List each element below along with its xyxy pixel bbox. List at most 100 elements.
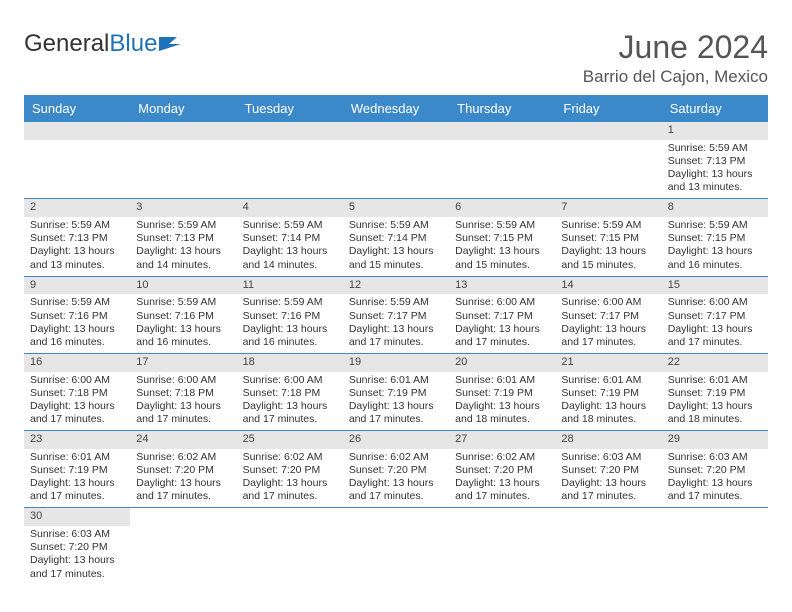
daylight-text: Daylight: 13 hours and 13 minutes. [30,245,124,271]
title-area: June 2024 Barrio del Cajon, Mexico [583,30,768,87]
daylight-text: Daylight: 13 hours and 17 minutes. [136,477,230,503]
day-header-wed: Wednesday [343,95,449,122]
day-number: 5 [343,199,449,217]
calendar: Sunday Monday Tuesday Wednesday Thursday… [24,95,768,585]
day-number: 18 [237,354,343,372]
sunset-text: Sunset: 7:19 PM [561,387,655,400]
sunset-text: Sunset: 7:13 PM [668,155,762,168]
day-number: 23 [24,431,130,449]
sunrise-text: Sunrise: 6:02 AM [455,451,549,464]
sunrise-text: Sunrise: 5:59 AM [30,219,124,232]
daylight-text: Daylight: 13 hours and 14 minutes. [243,245,337,271]
day-number: 29 [662,431,768,449]
sunrise-text: Sunrise: 6:01 AM [561,374,655,387]
calendar-cell: 8Sunrise: 5:59 AMSunset: 7:15 PMDaylight… [662,199,768,276]
calendar-week: 9Sunrise: 5:59 AMSunset: 7:16 PMDaylight… [24,277,768,354]
sunrise-text: Sunrise: 5:59 AM [243,219,337,232]
month-title: June 2024 [583,30,768,65]
daylight-text: Daylight: 13 hours and 17 minutes. [243,477,337,503]
daylight-text: Daylight: 13 hours and 17 minutes. [668,477,762,503]
calendar-cell-empty [130,122,236,199]
daylight-text: Daylight: 13 hours and 17 minutes. [349,323,443,349]
logo-text-2: Blue [109,30,157,58]
sunset-text: Sunset: 7:15 PM [668,232,762,245]
day-number: 2 [24,199,130,217]
sunset-text: Sunset: 7:19 PM [30,464,124,477]
daylight-text: Daylight: 13 hours and 18 minutes. [455,400,549,426]
sunset-text: Sunset: 7:19 PM [455,387,549,400]
calendar-cell: 26Sunrise: 6:02 AMSunset: 7:20 PMDayligh… [343,431,449,508]
calendar-cell-empty [237,122,343,199]
day-number-blank [24,122,130,140]
calendar-cell: 15Sunrise: 6:00 AMSunset: 7:17 PMDayligh… [662,277,768,354]
calendar-week: 1Sunrise: 5:59 AMSunset: 7:13 PMDaylight… [24,122,768,199]
sunset-text: Sunset: 7:18 PM [136,387,230,400]
sunset-text: Sunset: 7:17 PM [349,310,443,323]
day-number: 14 [555,277,661,295]
day-header-mon: Monday [130,95,236,122]
sunrise-text: Sunrise: 6:01 AM [668,374,762,387]
sunrise-text: Sunrise: 5:59 AM [561,219,655,232]
sunrise-text: Sunrise: 5:59 AM [668,142,762,155]
day-number-blank [343,122,449,140]
daylight-text: Daylight: 13 hours and 17 minutes. [349,477,443,503]
header-row: GeneralBlue June 2024 Barrio del Cajon, … [24,30,768,87]
sunrise-text: Sunrise: 6:03 AM [561,451,655,464]
daylight-text: Daylight: 13 hours and 16 minutes. [30,323,124,349]
daylight-text: Daylight: 13 hours and 17 minutes. [455,477,549,503]
sunrise-text: Sunrise: 6:00 AM [30,374,124,387]
sunset-text: Sunset: 7:13 PM [136,232,230,245]
day-number-blank [237,122,343,140]
daylight-text: Daylight: 13 hours and 16 minutes. [243,323,337,349]
calendar-cell-empty [449,122,555,199]
sunset-text: Sunset: 7:20 PM [349,464,443,477]
sunset-text: Sunset: 7:20 PM [243,464,337,477]
sunrise-text: Sunrise: 5:59 AM [30,296,124,309]
sunset-text: Sunset: 7:19 PM [668,387,762,400]
calendar-cell: 27Sunrise: 6:02 AMSunset: 7:20 PMDayligh… [449,431,555,508]
day-header-sun: Sunday [24,95,130,122]
day-header-thu: Thursday [449,95,555,122]
calendar-cell: 3Sunrise: 5:59 AMSunset: 7:13 PMDaylight… [130,199,236,276]
day-number: 13 [449,277,555,295]
calendar-cell-empty [555,122,661,199]
sunrise-text: Sunrise: 6:02 AM [136,451,230,464]
day-number-blank [130,122,236,140]
daylight-text: Daylight: 13 hours and 18 minutes. [668,400,762,426]
sunrise-text: Sunrise: 5:59 AM [136,219,230,232]
sunset-text: Sunset: 7:18 PM [30,387,124,400]
calendar-cell-empty [343,508,449,584]
sunset-text: Sunset: 7:15 PM [455,232,549,245]
day-number: 17 [130,354,236,372]
sunset-text: Sunset: 7:13 PM [30,232,124,245]
sunrise-text: Sunrise: 6:00 AM [243,374,337,387]
sunrise-text: Sunrise: 6:01 AM [30,451,124,464]
daylight-text: Daylight: 13 hours and 17 minutes. [668,323,762,349]
day-number: 4 [237,199,343,217]
weeks-container: 1Sunrise: 5:59 AMSunset: 7:13 PMDaylight… [24,122,768,585]
daylight-text: Daylight: 13 hours and 15 minutes. [349,245,443,271]
calendar-cell: 4Sunrise: 5:59 AMSunset: 7:14 PMDaylight… [237,199,343,276]
sunrise-text: Sunrise: 6:02 AM [349,451,443,464]
sunrise-text: Sunrise: 5:59 AM [136,296,230,309]
sunset-text: Sunset: 7:20 PM [30,541,124,554]
logo-text-1: General [24,30,109,58]
day-header-fri: Friday [555,95,661,122]
sunrise-text: Sunrise: 5:59 AM [668,219,762,232]
day-number: 24 [130,431,236,449]
sunrise-text: Sunrise: 6:00 AM [668,296,762,309]
sunrise-text: Sunrise: 6:02 AM [243,451,337,464]
calendar-cell-empty [237,508,343,584]
day-number: 16 [24,354,130,372]
daylight-text: Daylight: 13 hours and 16 minutes. [668,245,762,271]
calendar-cell: 22Sunrise: 6:01 AMSunset: 7:19 PMDayligh… [662,354,768,431]
calendar-cell: 19Sunrise: 6:01 AMSunset: 7:19 PMDayligh… [343,354,449,431]
calendar-cell: 30Sunrise: 6:03 AMSunset: 7:20 PMDayligh… [24,508,130,584]
calendar-cell: 10Sunrise: 5:59 AMSunset: 7:16 PMDayligh… [130,277,236,354]
sunrise-text: Sunrise: 6:03 AM [30,528,124,541]
day-number: 3 [130,199,236,217]
sunset-text: Sunset: 7:15 PM [561,232,655,245]
day-header-sat: Saturday [662,95,768,122]
day-number: 21 [555,354,661,372]
sunset-text: Sunset: 7:14 PM [349,232,443,245]
